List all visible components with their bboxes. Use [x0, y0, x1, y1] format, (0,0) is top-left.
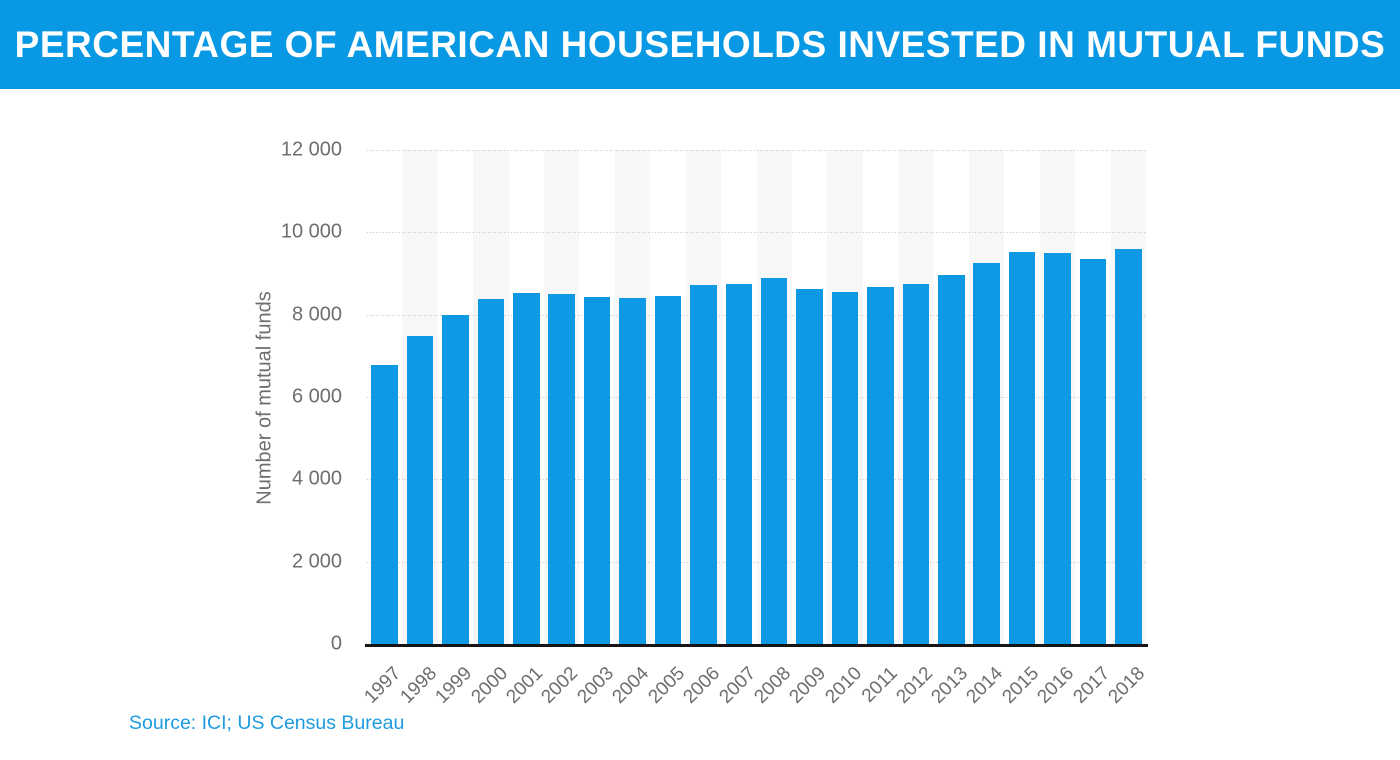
- x-tick-label-2013: 2013: [927, 663, 973, 708]
- y-tick-label-2000: 2 000: [291, 550, 342, 573]
- bar-2002: [548, 293, 576, 644]
- x-tick-label-2004: 2004: [608, 663, 654, 708]
- x-axis-line: [365, 644, 1148, 647]
- bar-2005: [654, 296, 682, 644]
- bar-2007: [725, 283, 753, 644]
- x-tick-label-2005: 2005: [644, 663, 689, 708]
- x-tick-label-2018: 2018: [1104, 663, 1150, 708]
- bar-2009: [796, 289, 823, 644]
- gridline-2000: [367, 561, 1146, 563]
- bar-1998: [406, 335, 434, 644]
- source-note: Source: ICI; US Census Bureau: [129, 712, 405, 734]
- bar-2004: [619, 297, 646, 644]
- bar-2010: [831, 292, 859, 644]
- y-tick-label-0: 0: [330, 632, 342, 655]
- x-tick-label-1999: 1999: [431, 663, 477, 708]
- bar-2000: [477, 299, 505, 644]
- x-tick-label-2014: 2014: [962, 663, 1008, 708]
- bar-2017: [1079, 258, 1107, 644]
- y-tick-label-6000: 6 000: [291, 385, 342, 408]
- title-banner: PERCENTAGE OF AMERICAN HOUSEHOLDS INVEST…: [0, 0, 1400, 89]
- bar-2006: [690, 285, 717, 644]
- x-tick-label-1998: 1998: [396, 663, 441, 708]
- gridline-12000: [367, 150, 1146, 151]
- bar-2016: [1044, 252, 1071, 644]
- x-tick-label-2002: 2002: [537, 663, 583, 708]
- gridline-10000: [367, 232, 1146, 234]
- bar-2014: [973, 262, 1000, 644]
- x-tick-label-2012: 2012: [891, 663, 937, 708]
- bar-2018: [1115, 248, 1142, 644]
- x-tick-label-2009: 2009: [785, 663, 831, 708]
- x-tick-label-2007: 2007: [714, 663, 760, 708]
- y-tick-label-12000: 12 000: [280, 138, 342, 161]
- x-tick-label-2003: 2003: [573, 663, 619, 708]
- bar-2011: [867, 286, 894, 644]
- bar-1999: [442, 314, 469, 644]
- x-tick-label-2015: 2015: [998, 663, 1043, 708]
- bar-2003: [583, 297, 611, 644]
- x-tick-label-2001: 2001: [502, 663, 548, 708]
- plot-area: [365, 150, 1148, 647]
- x-axis-labels: 1997 1998 1999 2000 2001 2002 2003 2004 2005 2006…: [361, 647, 1150, 717]
- x-tick-label-2000: 2000: [467, 663, 512, 708]
- bar-2012: [902, 284, 930, 644]
- x-tick-label-2006: 2006: [679, 663, 725, 708]
- x-tick-label-2016: 2016: [1033, 663, 1079, 708]
- bar-1997: [371, 364, 398, 644]
- bar-2008: [760, 278, 788, 644]
- x-tick-label-2010: 2010: [821, 663, 866, 708]
- y-tick-label-4000: 4 000: [291, 467, 342, 490]
- gridline-8000: [367, 314, 1146, 316]
- y-tick-label-8000: 8 000: [291, 303, 342, 326]
- chart-title: PERCENTAGE OF AMERICAN HOUSEHOLDS INVEST…: [14, 23, 1386, 65]
- x-tick-label-2017: 2017: [1068, 663, 1114, 708]
- bar-2013: [937, 274, 965, 644]
- y-tick-label-10000: 10 000: [280, 220, 342, 243]
- x-tick-label-1997: 1997: [360, 663, 406, 708]
- x-tick-label-2011: 2011: [857, 663, 902, 707]
- bar-2015: [1008, 252, 1036, 644]
- bar-2001: [513, 293, 540, 644]
- y-axis-ticks: 0 2 000 4 000 6 000 8 000 10 000 12 000: [0, 139, 342, 655]
- gridline-6000: [367, 397, 1146, 398]
- x-tick-label-2008: 2008: [750, 663, 796, 708]
- gridline-4000: [367, 479, 1146, 481]
